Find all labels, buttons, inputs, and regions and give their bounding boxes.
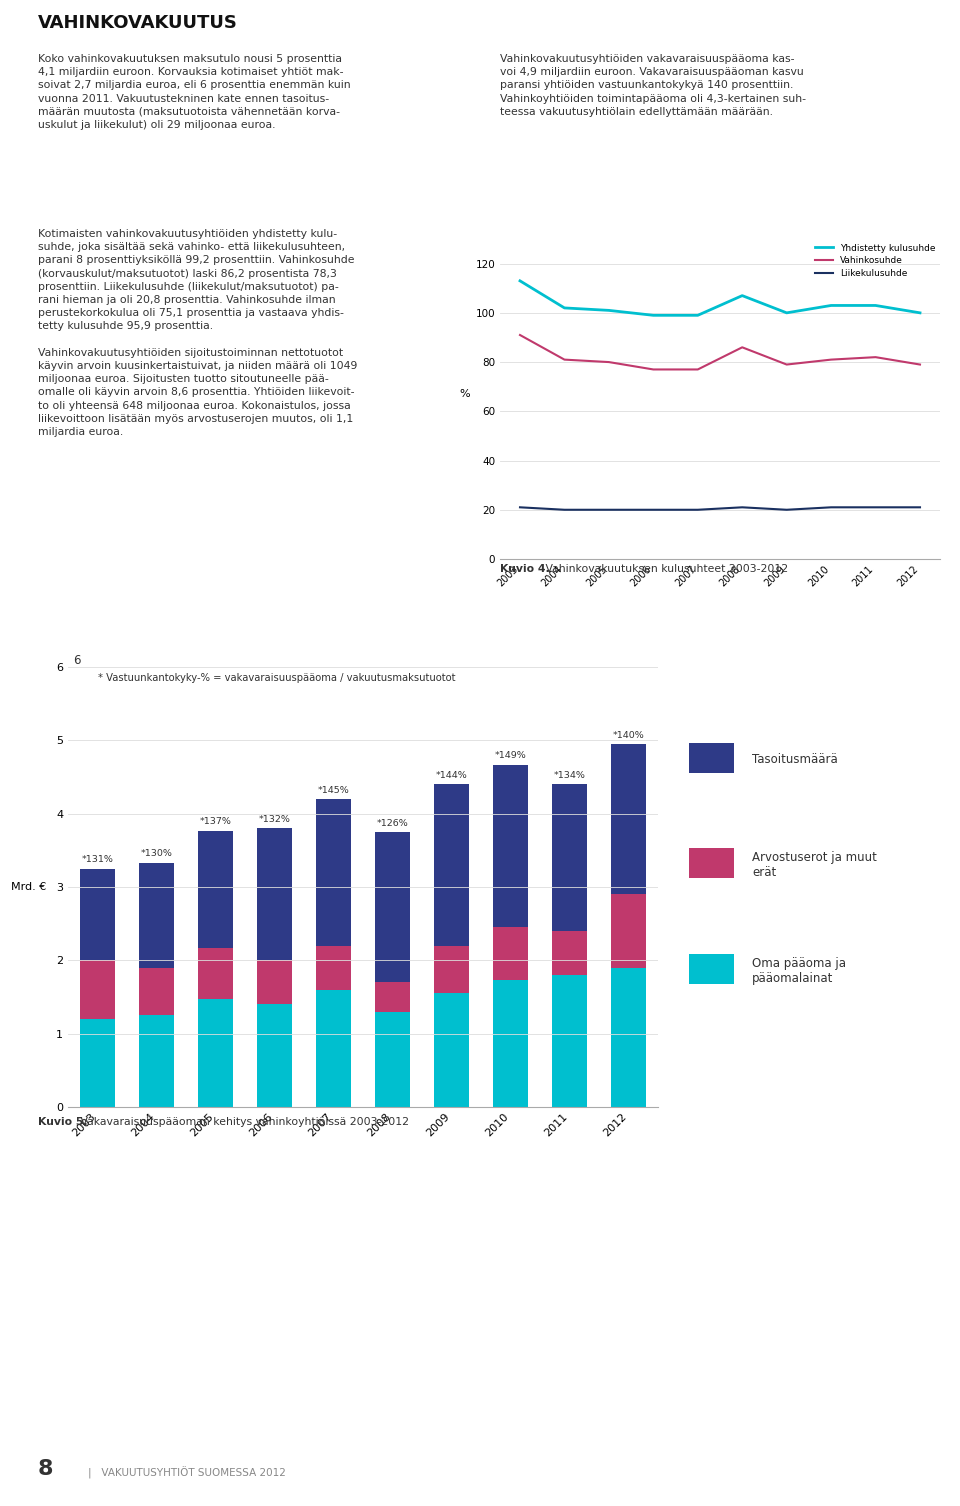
Text: Tasoitusmäärä: Tasoitusmäärä [753,753,838,767]
Text: *132%: *132% [258,815,291,824]
FancyBboxPatch shape [688,848,734,878]
Bar [316,946,351,989]
Bar [434,946,469,994]
Bar [552,931,588,974]
Bar [434,785,469,946]
Text: * Vastuunkantokyky-% = vakavaraisuuspääoma / vakuutusmaksutuotot: * Vastuunkantokyky-% = vakavaraisuuspääo… [98,673,455,684]
Bar [139,968,174,1015]
Bar [374,982,410,1012]
Text: *144%: *144% [436,771,468,780]
Bar [198,947,233,998]
Bar [492,765,528,928]
Bar [611,968,646,1107]
Bar [80,961,115,1020]
Bar [316,800,351,946]
Text: 8: 8 [38,1459,54,1479]
Text: Koko vahinkovakuutuksen maksutulo nousi 5 prosenttia
4,1 miljardiin euroon. Korv: Koko vahinkovakuutuksen maksutulo nousi … [38,54,350,130]
Text: VAHINKOVAKUUTUS: VAHINKOVAKUUTUS [38,14,238,32]
FancyBboxPatch shape [688,742,734,773]
Bar [552,785,588,931]
Text: Kuvio 4.: Kuvio 4. [500,565,550,574]
Text: *134%: *134% [554,771,586,780]
Bar [257,1005,292,1107]
Text: *137%: *137% [200,818,231,827]
Text: Vahinkovakuutusyhtiöiden vakavaraisuuspääoma kas-
voi 4,9 miljardiin euroon. Vak: Vahinkovakuutusyhtiöiden vakavaraisuuspä… [500,54,806,117]
Y-axis label: Mrd. €: Mrd. € [11,883,46,892]
Bar [552,974,588,1107]
Text: *149%: *149% [494,751,526,761]
Bar [80,869,115,961]
Bar [316,989,351,1107]
Text: Arvostuserot ja muut
erät: Arvostuserot ja muut erät [753,851,877,880]
Text: Kotimaisten vahinkovakuutusyhtiöiden yhdistetty kulu-
suhde, joka sisältää sekä : Kotimaisten vahinkovakuutusyhtiöiden yhd… [38,229,357,437]
Legend: Yhdistetty kulusuhde, Vahinkosuhde, Liikekulusuhde: Yhdistetty kulusuhde, Vahinkosuhde, Liik… [815,244,935,277]
Bar [611,895,646,968]
Text: *131%: *131% [82,855,113,864]
Bar [492,980,528,1107]
Bar [198,830,233,947]
Text: Oma pääoma ja
pääomalainat: Oma pääoma ja pääomalainat [753,956,846,985]
Text: *130%: *130% [140,849,173,858]
Bar [80,1020,115,1107]
Bar [257,828,292,961]
FancyBboxPatch shape [688,955,734,983]
Bar [374,831,410,982]
Bar [198,998,233,1107]
Bar [374,1012,410,1107]
Bar [139,1015,174,1107]
Bar [492,928,528,980]
Text: *126%: *126% [376,819,408,828]
Bar [611,744,646,895]
Bar [434,994,469,1107]
Bar [139,863,174,968]
Bar [257,961,292,1005]
Text: 6: 6 [73,654,81,667]
Text: *145%: *145% [318,786,349,795]
Text: *140%: *140% [612,730,644,739]
Text: Vakavaraisuuspääoman kehitys vahinkoyhtiöissä 2003-2012: Vakavaraisuuspääoman kehitys vahinkoyhti… [77,1117,409,1126]
Text: Kuvio 5.: Kuvio 5. [38,1117,87,1126]
Text: Vahinkovakuutuksen kulusuhteet 2003-2012: Vahinkovakuutuksen kulusuhteet 2003-2012 [541,565,788,574]
Text: |   VAKUUTUSYHTIÖT SUOMESSA 2012: | VAKUUTUSYHTIÖT SUOMESSA 2012 [88,1467,286,1479]
Y-axis label: %: % [459,389,469,399]
